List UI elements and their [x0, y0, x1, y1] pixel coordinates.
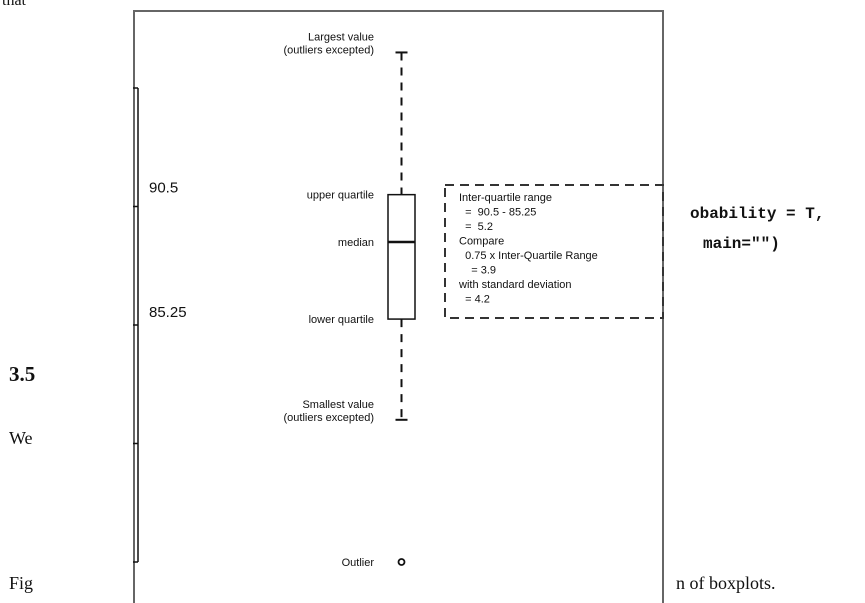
document-top-text: that [2, 0, 26, 9]
outlier-point [397, 558, 406, 566]
boxplot-annotation: median [338, 237, 374, 249]
boxplot-annotation: Smallest value [302, 399, 374, 411]
section-heading: 3.5 [9, 362, 36, 386]
code-line-2: main="") [703, 235, 780, 253]
quartile-value-label: 85.25 [149, 304, 187, 321]
iqr-info-line: 0.75 x Inter-Quartile Range [459, 250, 598, 262]
boxplot-annotation: (outliers excepted) [284, 44, 375, 56]
boxplot-annotation: (outliers excepted) [284, 412, 375, 424]
iqr-info-line: = 3.9 [459, 265, 496, 277]
iqr-info-line: with standard deviation [458, 279, 572, 291]
iqr-info-line: = 90.5 - 85.25 [459, 207, 536, 219]
quartile-value-label: 90.5 [149, 180, 178, 197]
boxplot-annotation: Largest value [308, 31, 374, 43]
plot-panel-border [133, 10, 664, 603]
boxplot-chart: 7580859095Total length (cm)90.585.25Larg… [133, 10, 664, 603]
quartile-box [387, 193, 416, 320]
boxplot-annotation: Outlier [342, 557, 375, 569]
iqr-info-box [444, 184, 664, 319]
iqr-info-line: Compare [459, 236, 504, 248]
boxplot-figure: 7580859095Total length (cm)90.585.25Larg… [133, 10, 664, 603]
iqr-info-line: = 5.2 [459, 221, 493, 233]
paragraph-start: We [9, 428, 33, 448]
boxplot-annotation: upper quartile [307, 190, 374, 202]
iqr-info-line: Inter-quartile range [459, 192, 552, 204]
code-line-1: obability = T, [690, 205, 825, 223]
iqr-info-line: = 4.2 [459, 294, 490, 306]
figure-caption-start: Fig [9, 573, 34, 593]
figure-caption-end: n of boxplots. [676, 573, 776, 593]
boxplot-annotation: lower quartile [309, 314, 374, 326]
